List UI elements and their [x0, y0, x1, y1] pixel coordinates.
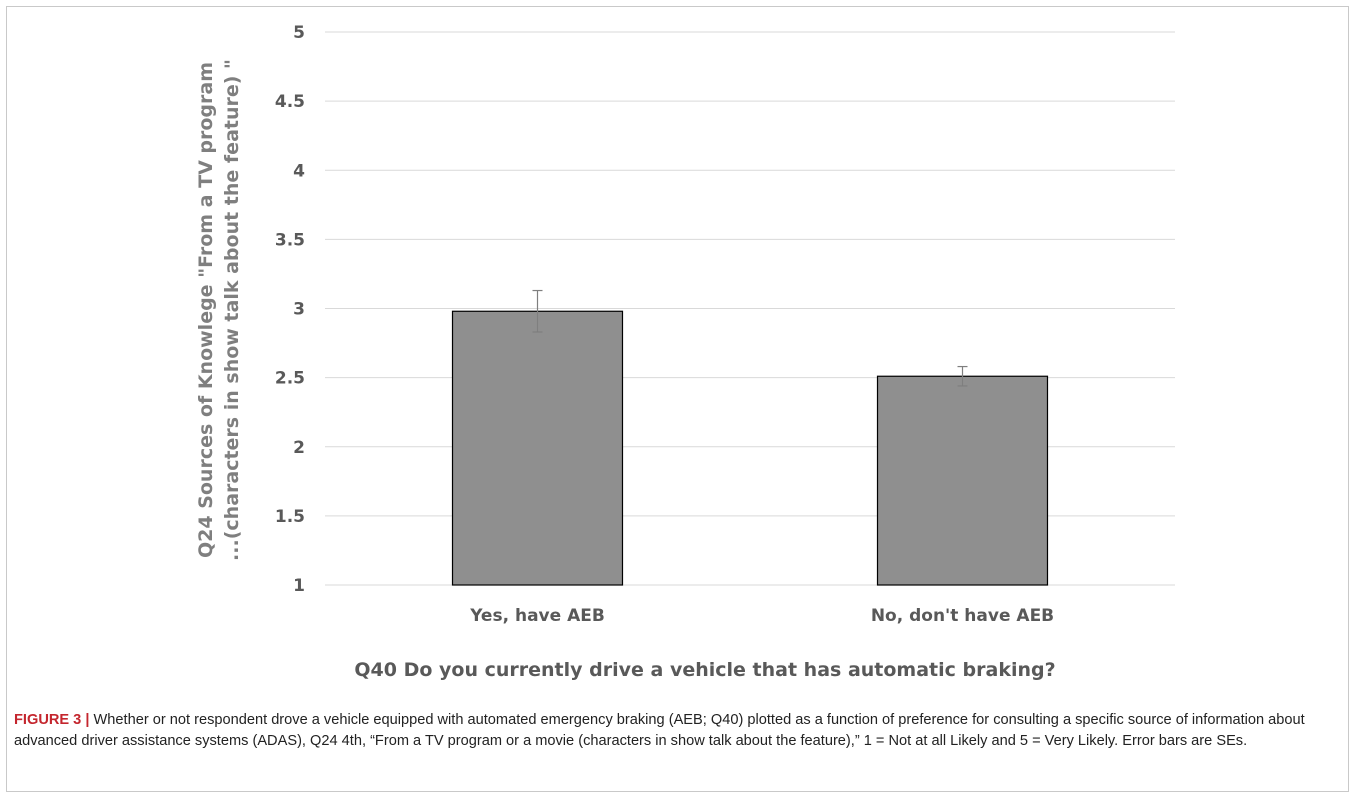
- y-tick-labels: 1 1.5 2 2.5 3 3.5 4 4.5 5: [275, 23, 305, 596]
- error-bars: [532, 289, 968, 387]
- category-label: Yes, have AEB: [469, 606, 605, 626]
- figure-caption: FIGURE 3 | Whether or not respondent dro…: [14, 710, 1339, 752]
- y-tick-label: 4.5: [275, 92, 305, 112]
- caption-separator: |: [85, 712, 90, 728]
- y-tick-label: 5: [293, 23, 305, 43]
- bar: [876, 375, 1049, 586]
- y-tick-label: 1: [293, 576, 305, 596]
- bars: [451, 310, 1049, 586]
- y-tick-label: 1.5: [275, 507, 305, 527]
- bar: [451, 310, 624, 586]
- y-tick-label: 4: [293, 161, 305, 181]
- category-labels: Yes, have AEB No, don't have AEB: [469, 606, 1054, 626]
- y-axis-title-line-1: Q24 Sources of Knowlege "From a TV progr…: [195, 62, 217, 558]
- category-label: No, don't have AEB: [871, 606, 1054, 626]
- y-tick-label: 2.5: [275, 369, 305, 389]
- y-tick-label: 3: [293, 300, 305, 320]
- figure-frame: [6, 6, 1349, 792]
- x-axis-title: Q40 Do you currently drive a vehicle tha…: [354, 659, 1055, 681]
- y-tick-label: 2: [293, 438, 305, 458]
- figure-label: FIGURE 3: [14, 712, 82, 728]
- y-axis-title-line-2: ...(characters in show talk about the fe…: [221, 59, 243, 561]
- y-axis-title: Q24 Sources of Knowlege "From a TV progr…: [195, 59, 243, 561]
- y-tick-label: 3.5: [275, 230, 305, 250]
- bar-chart: 1 1.5 2 2.5 3 3.5 4 4.5 5 Yes, have AEB No, don't…: [195, 23, 1175, 681]
- caption-text: Whether or not respondent drove a vehicl…: [14, 712, 1305, 749]
